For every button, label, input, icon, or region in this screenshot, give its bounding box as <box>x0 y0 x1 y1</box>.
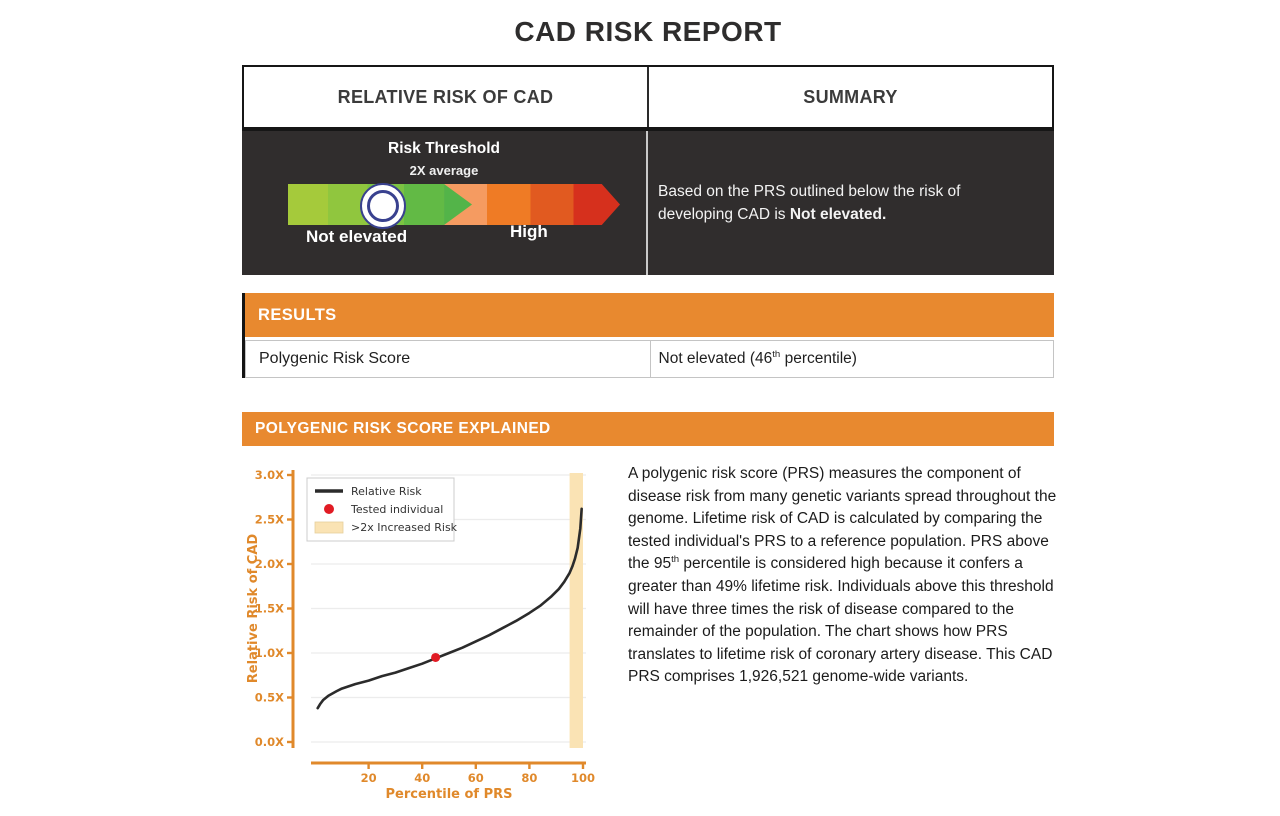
svg-text:40: 40 <box>414 771 430 785</box>
results-row: Polygenic Risk Score Not elevated (46th … <box>245 340 1054 378</box>
patient-risk-marker-ring <box>367 190 399 222</box>
svg-text:60: 60 <box>468 771 484 785</box>
svg-text:0.5X: 0.5X <box>255 691 284 705</box>
paragraph-part-2: percentile is considered high because it… <box>628 555 1054 686</box>
comparison-table-header-row: RELATIVE RISK OF CAD SUMMARY <box>242 65 1054 129</box>
comparison-table: RELATIVE RISK OF CAD SUMMARY Risk Thresh… <box>242 65 1054 275</box>
svg-text:2.5X: 2.5X <box>255 513 284 527</box>
svg-text:2.0X: 2.0X <box>255 557 284 571</box>
column-header-summary: SUMMARY <box>803 86 898 107</box>
paragraph-ordinal: th <box>671 554 680 566</box>
risk-threshold-label: Risk Threshold <box>388 140 500 157</box>
summary-text: Based on the PRS outlined below the risk… <box>658 180 1002 227</box>
results-row-value: Not elevated (46th percentile) <box>649 341 1054 377</box>
summary-cell: Based on the PRS outlined below the risk… <box>648 131 1054 275</box>
results-value-ordinal: th <box>772 348 781 360</box>
svg-text:1.5X: 1.5X <box>255 602 284 616</box>
column-header-relative-risk: RELATIVE RISK OF CAD <box>244 67 649 127</box>
prs-explained-paragraph: A polygenic risk score (PRS) measures th… <box>628 463 1060 689</box>
risk-threshold-sublabel: 2X average <box>409 163 479 178</box>
svg-text:100: 100 <box>571 771 595 785</box>
svg-text:3.0X: 3.0X <box>255 468 284 482</box>
svg-text:Percentile of PRS: Percentile of PRS <box>385 787 512 802</box>
results-row-label: Polygenic Risk Score <box>259 350 411 367</box>
svg-text:80: 80 <box>521 771 537 785</box>
risk-gradient-bar <box>288 184 620 225</box>
summary-text-prefix: Based on the PRS outlined below the risk… <box>658 182 961 223</box>
paragraph-part-1: A polygenic risk score (PRS) measures th… <box>628 465 1057 573</box>
svg-text:Relative Risk of CAD: Relative Risk of CAD <box>246 534 261 684</box>
svg-text:0.0X: 0.0X <box>255 735 284 749</box>
results-value-text: Not elevated (46th percentile) <box>659 350 857 368</box>
svg-text:Tested individual: Tested individual <box>350 503 443 516</box>
results-section: RESULTS Polygenic Risk Score Not elevate… <box>242 293 1054 378</box>
risk-gauge-cell: Risk Threshold 2X average Not elevated H… <box>242 131 648 275</box>
patient-risk-marker <box>360 183 406 229</box>
results-value-prefix: Not elevated (46 <box>658 350 773 367</box>
prs-percentile-chart: 0.0X 0.5X 1.0X 1.5X 2.0X 2.5X 3.0X 20 40 60 80 100 P… <box>246 468 595 802</box>
svg-text:20: 20 <box>361 771 377 785</box>
results-value-suffix: percentile) <box>780 350 857 367</box>
high-label: High <box>510 222 548 241</box>
svg-text:Relative Risk: Relative Risk <box>351 485 422 498</box>
summary-text-verdict: Not elevated. <box>789 206 887 223</box>
not-elevated-label: Not elevated <box>306 227 408 246</box>
svg-text:1.0X: 1.0X <box>255 646 284 660</box>
svg-text:>2x Increased Risk: >2x Increased Risk <box>351 521 458 534</box>
prs-explained-section: POLYGENIC RISK SCORE EXPLAINED 0.0X 0.5X 1… <box>242 412 1056 802</box>
page-title: CAD RISK REPORT <box>514 16 782 47</box>
prs-explained-header: POLYGENIC RISK SCORE EXPLAINED <box>242 412 1054 446</box>
results-section-header: RESULTS <box>245 293 1054 337</box>
comparison-table-body-row: Risk Threshold 2X average Not elevated H… <box>242 129 1054 275</box>
